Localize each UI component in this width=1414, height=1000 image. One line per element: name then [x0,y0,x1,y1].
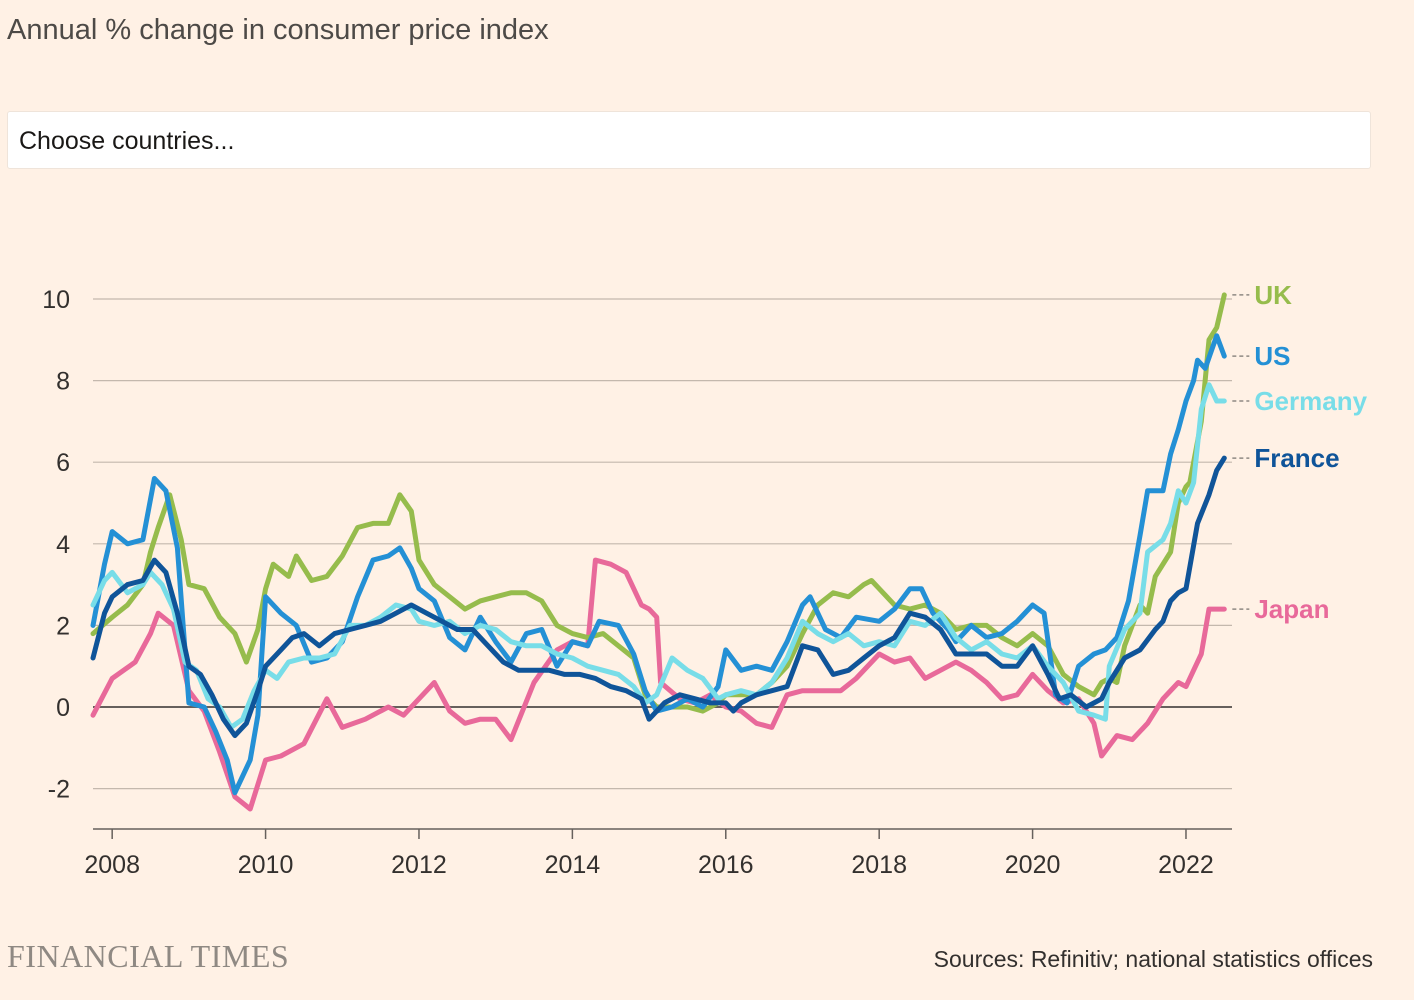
x-tick-label: 2014 [545,851,601,879]
series-line-france [90,455,1227,739]
series-label-germany: Germany [1254,386,1367,416]
series-label-us: US [1254,341,1290,371]
x-tick-label: 2010 [238,851,294,879]
source-note: Sources: Refinitiv; national statistics … [933,946,1373,972]
x-tick-label: 2022 [1158,851,1214,879]
y-tick-label: 8 [56,368,70,396]
x-tick-label: 2020 [1005,851,1061,879]
series-label-japan: Japan [1254,594,1329,624]
series-label-uk: UK [1254,280,1292,310]
series-line-germany [90,382,1227,730]
series-labels: Japan UK US Germany France [1232,280,1368,624]
x-tick-label: 2018 [851,851,907,879]
y-tick-label: 6 [56,449,70,477]
chart-title: Annual % change in consumer price index [7,14,549,46]
ft-logo: FINANCIAL TIMES [7,938,290,974]
x-tick-label: 2008 [84,851,140,879]
y-tick-label: 2 [56,612,70,640]
country-selector[interactable]: Choose countries... [7,111,1371,169]
series-label-france: France [1254,443,1339,473]
y-tick-label: -2 [48,776,70,804]
country-selector-placeholder: Choose countries... [19,127,235,155]
x-tick-label: 2016 [698,851,754,879]
grid-lines [93,298,1232,790]
cpi-line-chart: -2 0 2 4 6 8 10 2008 2010 2012 2014 2016 2018 2020 202… [42,280,1368,879]
series-line-us [90,333,1227,796]
axes: -2 0 2 4 6 8 10 2008 2010 2012 2014 2016 2018 2020 202… [42,286,1232,879]
y-tick-label: 10 [42,286,70,314]
series-lines [90,292,1227,812]
y-tick-label: 4 [56,531,70,559]
y-tick-label: 0 [56,694,70,722]
x-tick-label: 2012 [391,851,447,879]
series-line-uk [90,292,1227,714]
